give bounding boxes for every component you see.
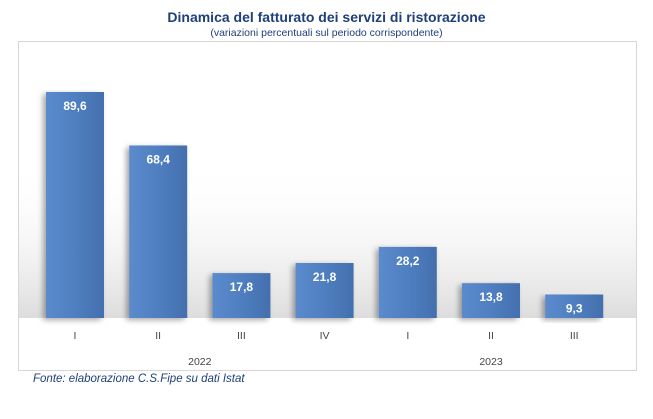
bar xyxy=(462,283,520,318)
x-group-label: 2023 xyxy=(479,356,503,368)
bar-value-label: 21,8 xyxy=(313,270,337,284)
bar xyxy=(295,263,354,318)
x-tick-label: II xyxy=(155,330,161,342)
bar xyxy=(129,145,188,318)
bar-value-label: 13,8 xyxy=(479,290,503,304)
x-tick-label: I xyxy=(406,330,409,342)
bar xyxy=(46,92,104,318)
bar-value-label: 68,4 xyxy=(147,152,171,166)
bar xyxy=(378,246,437,318)
chart-subtitle: (variazioni percentuali sul periodo corr… xyxy=(210,27,443,39)
x-group-label: 2022 xyxy=(188,356,212,368)
x-tick-label: III xyxy=(237,330,246,342)
plot-frame xyxy=(18,41,637,371)
bar-value-label: 89,6 xyxy=(63,99,87,113)
x-tick-label: I xyxy=(74,330,77,342)
bar xyxy=(212,273,271,318)
x-tick-label: III xyxy=(570,330,579,342)
bar-value-label: 9,3 xyxy=(566,302,583,316)
source-note: Fonte: elaborazione C.S.Fipe su dati Ist… xyxy=(33,373,245,385)
bar xyxy=(545,294,604,318)
chart-title: Dinamica del fatturato dei servizi di ri… xyxy=(167,9,486,25)
bar-value-label: 28,2 xyxy=(396,254,420,268)
x-tick-label: IV xyxy=(320,330,330,342)
bar-value-label: 17,8 xyxy=(230,280,254,294)
x-tick-label: II xyxy=(488,330,494,342)
